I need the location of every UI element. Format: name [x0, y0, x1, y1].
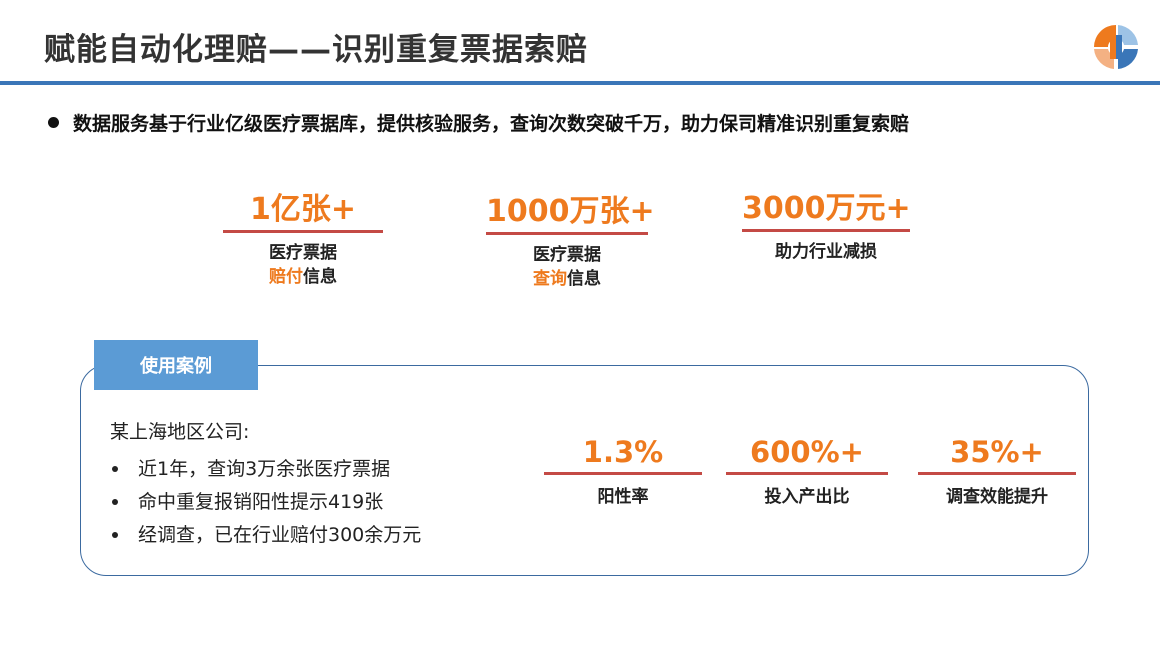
list-item: 近1年，查询3万余张医疗票据	[110, 452, 421, 485]
stat-underline	[486, 232, 648, 235]
metric-value: 35%+	[950, 435, 1044, 469]
metric-underline	[918, 472, 1076, 475]
intro-text: 数据服务基于行业亿级医疗票据库，提供核验服务，查询次数突破千万，助力保司精准识别…	[73, 113, 910, 135]
metric-label: 阳性率	[597, 487, 649, 507]
bullet-dot-icon	[112, 531, 118, 538]
stat-caption-line1: 医疗票据	[269, 243, 337, 263]
list-item-text: 近1年，查询3万余张医疗票据	[138, 457, 391, 480]
case-panel	[80, 365, 1089, 576]
stat-loss-reduction: 3000万元+ 助力行业减损	[742, 191, 911, 264]
intro-bullet: 数据服务基于行业亿级医疗票据库，提供核验服务，查询次数突破千万，助力保司精准识别…	[48, 109, 909, 136]
stat-caption: 医疗票据 查询信息	[486, 243, 648, 291]
stat-underline	[742, 229, 910, 232]
bullet-dot-icon	[112, 498, 118, 505]
stat-query-bills: 1000万张+ 医疗票据 查询信息	[486, 194, 655, 291]
stat-caption-highlight: 查询	[533, 269, 567, 289]
metric-value: 600%+	[750, 435, 864, 469]
case-company: 某上海地区公司:	[110, 421, 250, 443]
metric-label: 调查效能提升	[946, 487, 1048, 507]
stat-value: 1000万张+	[486, 194, 655, 229]
metric-underline	[726, 472, 888, 475]
list-item: 经调查，已在行业赔付300余万元	[110, 518, 421, 551]
stat-value: 1亿张+	[249, 192, 356, 227]
header-divider	[0, 81, 1160, 85]
metric-roi: 600%+ 投入产出比	[726, 434, 888, 509]
stat-caption-rest: 信息	[567, 269, 601, 289]
page-title: 赋能自动化理赔——识别重复票据索赔	[44, 32, 588, 68]
stat-value: 3000万元+	[742, 191, 911, 226]
case-list: 近1年，查询3万余张医疗票据 命中重复报销阳性提示419张 经调查，已在行业赔付…	[110, 452, 421, 551]
bullet-dot-icon	[48, 117, 59, 128]
metric-value: 1.3%	[582, 435, 664, 469]
case-tab: 使用案例	[94, 340, 258, 390]
list-item-text: 命中重复报销阳性提示419张	[138, 490, 384, 513]
stat-caption: 医疗票据 赔付信息	[223, 241, 383, 289]
metric-efficiency: 35%+ 调查效能提升	[918, 434, 1076, 509]
stat-caption-line1: 医疗票据	[533, 245, 601, 265]
stat-underline	[223, 230, 383, 233]
bullet-dot-icon	[112, 465, 118, 472]
metric-underline	[544, 472, 702, 475]
stat-caption: 助力行业减损	[742, 240, 910, 264]
list-item-text: 经调查，已在行业赔付300余万元	[138, 523, 422, 546]
company-logo-icon	[1094, 25, 1138, 69]
metric-label: 投入产出比	[764, 487, 850, 507]
metric-positive-rate: 1.3% 阳性率	[544, 434, 702, 509]
stat-claims-bills: 1亿张+ 医疗票据 赔付信息	[223, 192, 383, 289]
list-item: 命中重复报销阳性提示419张	[110, 485, 421, 518]
stat-caption-highlight: 赔付	[269, 267, 303, 287]
stat-caption-rest: 信息	[303, 267, 337, 287]
stat-caption-line1: 助力行业减损	[775, 242, 877, 262]
